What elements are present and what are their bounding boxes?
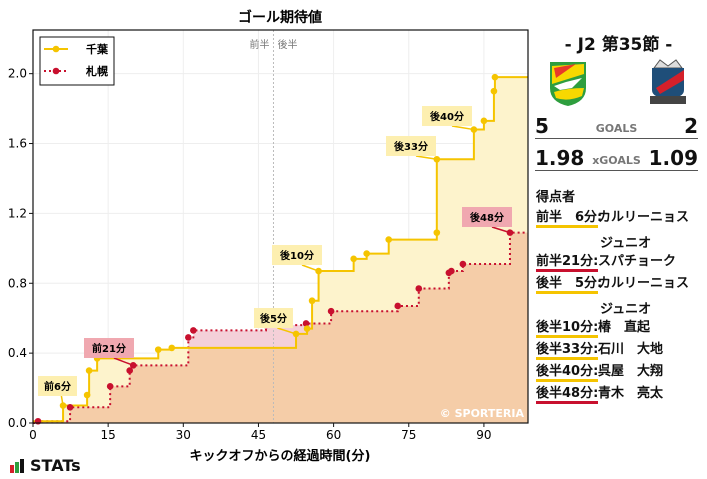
scorer-time: 後半10分: xyxy=(536,320,598,338)
home-goals: 5 xyxy=(535,114,549,138)
goal-annotation: 後5分 xyxy=(260,312,287,325)
goal-annotation: 後48分 xyxy=(470,211,504,224)
x-tick-label: 15 xyxy=(101,428,116,442)
stats-logo: STATs xyxy=(10,456,81,475)
goal-annotation: 後33分 xyxy=(394,140,428,153)
away-goals: 2 xyxy=(684,114,698,138)
legend-chiba: 千葉 xyxy=(86,42,109,56)
scorer-name: カルリーニョス xyxy=(598,276,690,291)
xgoals-row: 1.98 xGOALS 1.09 xyxy=(535,146,698,171)
scorer-row: 後半40分:呉屋 大翔 xyxy=(536,364,663,382)
scorer-time: 後半48分: xyxy=(536,386,598,404)
y-tick-label: 0.8 xyxy=(8,276,27,290)
scorer-time: 後半40分: xyxy=(536,364,598,382)
y-tick-label: 1.2 xyxy=(8,206,27,220)
goal-annotation: 後10分 xyxy=(280,249,314,262)
x-axis-label: キックオフからの経過時間(分) xyxy=(190,448,371,464)
scorer-name: 青木 亮太 xyxy=(598,386,664,401)
goal-annotation: 前6分 xyxy=(44,380,71,393)
round-title: - J2 第35節 - xyxy=(564,35,673,55)
x-tick-label: 0 xyxy=(29,428,37,442)
stats-logo-text: STATs xyxy=(30,456,81,475)
y-tick-label: 2.0 xyxy=(8,67,27,81)
home-xgoals: 1.98 xyxy=(535,146,585,170)
goals-row: 5 GOALS 2 xyxy=(535,114,698,139)
y-tick-label: 0.0 xyxy=(8,416,27,430)
goal-annotation: 前21分 xyxy=(92,342,126,355)
jef-united-crest-icon xyxy=(550,62,586,106)
match-summary-panel: - J2 第35節 - 5 GOALS 2 1.98 xGOALS 1.09 得… xyxy=(530,0,707,479)
scorer-name: 椿 直起 xyxy=(598,320,651,335)
y-tick-label: 0.4 xyxy=(8,346,27,360)
scorer-row: 後半 5分:カルリーニョス xyxy=(536,276,689,294)
consadole-crest-icon xyxy=(650,59,686,104)
bar-chart-icon xyxy=(10,458,24,473)
scorer-name: 石川 大地 xyxy=(598,342,664,357)
scorer-name: 呉屋 大翔 xyxy=(598,364,664,379)
scorer-row: 後半48分:青木 亮太 xyxy=(536,386,663,404)
away-xgoals: 1.09 xyxy=(648,146,698,170)
y-tick-label: 1.6 xyxy=(8,137,27,151)
scorer-time: 前半 6分: xyxy=(536,210,602,228)
x-tick-label: 90 xyxy=(476,428,491,442)
chart-title: ゴール期待値 xyxy=(238,9,322,26)
scorer-time: 前半21分: xyxy=(536,254,598,272)
scorers-title: 得点者 xyxy=(536,190,576,205)
goals-label: GOALS xyxy=(595,122,638,135)
scorer-row: 後半33分:石川 大地 xyxy=(536,342,663,360)
x-tick-label: 45 xyxy=(251,428,266,442)
scorer-time: 後半33分: xyxy=(536,342,598,360)
scorer-row: 前半 6分:カルリーニョス xyxy=(536,210,689,228)
scorer-name: カルリーニョス xyxy=(598,210,690,225)
x-tick-label: 60 xyxy=(326,428,341,442)
scorer-row: 後半10分:椿 直起 xyxy=(536,320,650,338)
goal-annotation: 後40分 xyxy=(430,110,464,123)
second-half-label: 後半 xyxy=(277,38,297,51)
xgoals-label: xGOALS xyxy=(592,154,641,167)
scorer-name-cont: ジュニオ xyxy=(600,236,652,251)
scorer-name: スパチョーク xyxy=(598,254,677,269)
watermark: © SPORTERIA xyxy=(440,407,525,420)
x-tick-label: 75 xyxy=(401,428,416,442)
scorer-row: 前半21分:スパチョーク xyxy=(536,254,676,272)
scorer-time: 後半 5分: xyxy=(536,276,602,294)
legend-sapporo: 札幌 xyxy=(85,64,108,78)
first-half-label: 前半 xyxy=(249,38,269,51)
x-tick-label: 30 xyxy=(176,428,191,442)
scorer-name-cont: ジュニオ xyxy=(600,302,652,317)
